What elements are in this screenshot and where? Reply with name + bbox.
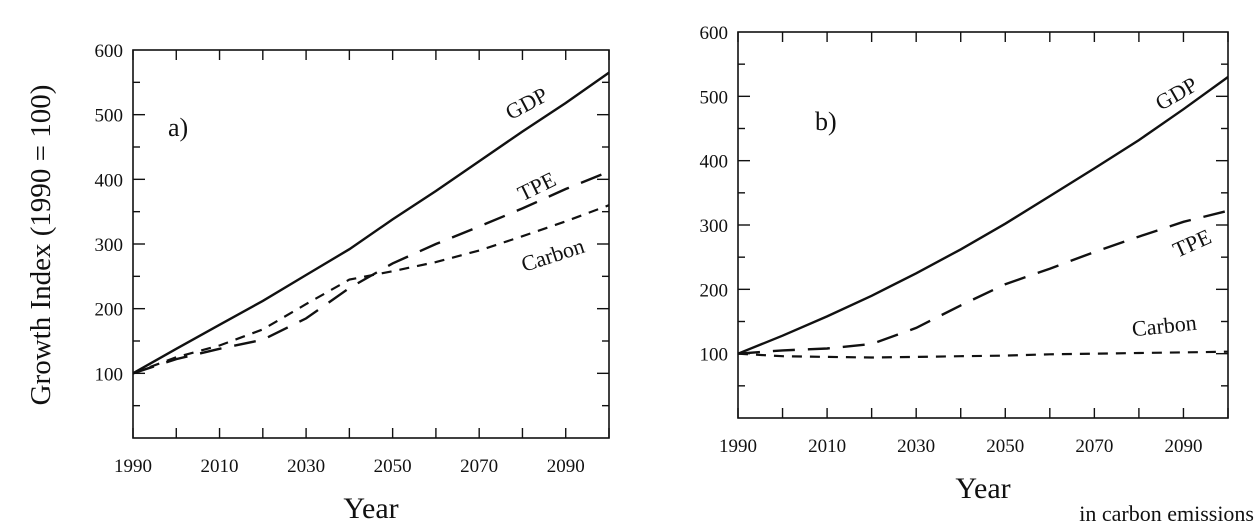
x-tick-label: 2030	[897, 436, 935, 457]
series-label-gdp: GDP	[1151, 72, 1202, 116]
series-label-carbon: Carbon	[518, 233, 587, 277]
x-tick-label: 2010	[808, 436, 846, 457]
x-tick-label: 2070	[1075, 436, 1113, 457]
ylabel-panel-a: Growth Index (1990 = 100)	[25, 85, 57, 406]
x-tick-label: 2090	[547, 456, 585, 477]
series-label-tpe: TPE	[514, 166, 560, 206]
x-tick-label: 2010	[201, 456, 239, 477]
x-tick-label: 1990	[114, 456, 152, 477]
y-tick-label: 500	[700, 87, 729, 108]
x-tick-label: 2050	[374, 456, 412, 477]
y-tick-label: 100	[700, 345, 729, 366]
series-line-carbon	[132, 204, 610, 375]
y-tick-label: 300	[700, 216, 729, 237]
y-tick-label: 400	[95, 170, 124, 191]
series-label-tpe: TPE	[1169, 224, 1215, 263]
y-tick-label: 100	[95, 364, 124, 385]
panel-b: 1990 2010 2030 2050 2070 2090 100 200 300 400 500 6…	[700, 23, 1229, 505]
y-tick-label: 500	[95, 106, 124, 127]
panel-tag: b)	[815, 107, 837, 136]
x-tick-label: 2050	[986, 436, 1024, 457]
y-tick-label: 400	[700, 152, 729, 173]
y-tick-label: 200	[700, 280, 729, 301]
caption-fragment: in carbon emissions	[1079, 501, 1254, 523]
x-tick-label: 1990	[719, 436, 757, 457]
series-label-carbon: Carbon	[1131, 310, 1198, 342]
y-tick-label: 600	[700, 23, 729, 44]
x-axis-title: Year	[343, 492, 398, 523]
y-tick-label: 200	[95, 300, 124, 321]
x-tick-label: 2070	[460, 456, 498, 477]
series-line-tpe	[737, 209, 1229, 355]
panel-tag: a)	[168, 113, 188, 142]
y-tick-label: 600	[95, 41, 124, 62]
x-axis-title: Year	[955, 472, 1010, 505]
x-tick-label: 2090	[1164, 436, 1202, 457]
series-line-gdp	[132, 71, 610, 375]
x-tick-label: 2030	[287, 456, 325, 477]
panel-a: 1990 2010 2030 2050 2070 2090 100 200 300 400 500 6…	[95, 41, 610, 523]
plot-frame	[737, 31, 1229, 419]
series-line-carbon	[737, 350, 1229, 359]
y-tick-label: 300	[95, 235, 124, 256]
series-line-gdp	[737, 76, 1229, 355]
